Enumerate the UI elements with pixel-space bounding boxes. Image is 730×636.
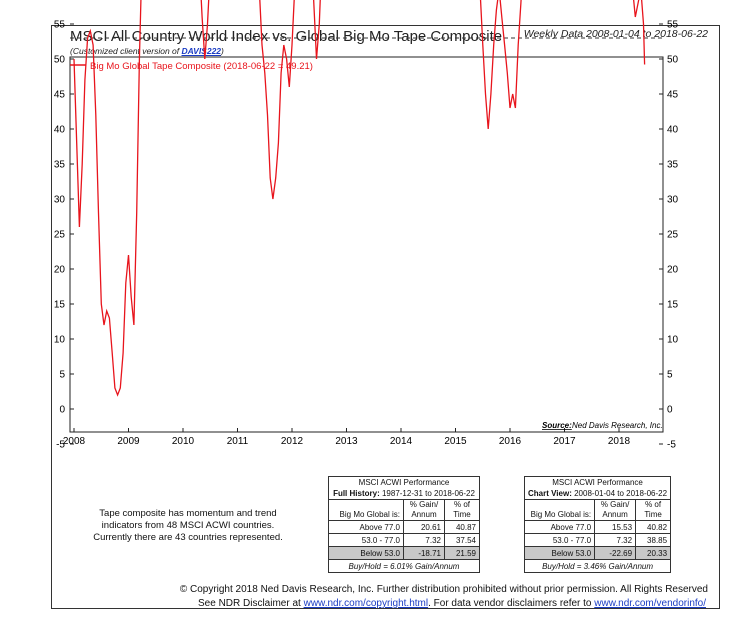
table-title: MSCI ACWI Performance Full History: 1987-… (328, 476, 480, 500)
table-row: 53.0 - 77.0 7.32 37.54 (328, 533, 480, 547)
x-axis: 2008 2009 2010 2011 2012 2013 2014 2015 2016 2017… (63, 428, 631, 447)
col-header-gain: % Gain/ Annum (403, 499, 445, 521)
col-header-label: Big Mo Global is: (523, 499, 596, 521)
y-tick-label: 40 (54, 125, 66, 136)
date-range: Weekly Data 2008-01-04 to 2018-06-22 (523, 28, 708, 40)
y-tick-label: 30 (54, 195, 66, 206)
vendor-info-link[interactable]: www.ndr.com/vendorinfo/ (594, 598, 706, 609)
table-footer: Buy/Hold = 6.01% Gain/Annum (328, 559, 480, 573)
y-tick-label: 35 (54, 160, 66, 171)
y-axis-left: 908580757065605550454035302520151050-5 (54, 20, 74, 451)
chart-frame (51, 25, 720, 609)
x-tick-label: 2011 (227, 436, 249, 447)
reference-lines (70, 37, 663, 39)
copyright-text: © Copyright 2018 Ned Davis Research, Inc… (179, 584, 708, 595)
y-tick-label: 0 (59, 405, 65, 416)
y-tick-label: -5 (667, 440, 676, 451)
y-axis-right: 908580757065605550454035302520151050-5 (659, 20, 679, 451)
table-row: Below 53.0 -18.71 21.59 (328, 546, 480, 560)
y-tick-label: 55 (667, 20, 679, 31)
x-tick-label: 2008 (63, 436, 86, 447)
x-tick-label: 2017 (553, 436, 576, 447)
y-tick-label: 45 (54, 90, 66, 101)
table-row: 53.0 - 77.0 7.32 38.85 (523, 533, 672, 547)
full-history-table: MSCI ACWI Performance Full History: 1987-… (328, 476, 480, 573)
source-value: Ned Davis Research, Inc. (572, 421, 663, 430)
chart-title: MSCI All Country World Index vs. Global … (70, 28, 503, 45)
col-header-gain: % Gain/ Annum (594, 499, 637, 521)
y-tick-label: 35 (667, 160, 679, 171)
view-range: 1987-12-31 to 2018-06-22 (381, 489, 475, 498)
view-label: Chart View: (528, 489, 572, 498)
y-tick-label: 25 (667, 230, 679, 241)
subtitle-suffix: ) (221, 46, 224, 56)
x-tick-label: 2015 (444, 436, 467, 447)
view-label: Full History: (333, 489, 380, 498)
plot-area (69, 56, 664, 433)
y-tick-label: 45 (667, 90, 679, 101)
col-header-time: % of Time (635, 499, 672, 521)
y-tick-label: 10 (54, 335, 66, 346)
x-tick-label: 2014 (390, 436, 413, 447)
x-tick-label: 2016 (499, 436, 522, 447)
y-tick-label: 20 (667, 265, 679, 276)
x-tick-label: 2013 (335, 436, 358, 447)
source-label: Source: (542, 421, 572, 430)
y-tick-label: 0 (667, 405, 673, 416)
y-tick-label: 5 (667, 370, 673, 381)
legend-label: Big Mo Global Tape Composite (2018-06-22… (90, 61, 313, 72)
table-footer: Buy/Hold = 3.46% Gain/Annum (523, 559, 672, 573)
x-tick-label: 2009 (117, 436, 140, 447)
y-tick-label: 5 (59, 370, 65, 381)
plot-border (69, 56, 664, 433)
y-tick-label: 50 (667, 55, 679, 66)
y-tick-label: 30 (667, 195, 679, 206)
view-range: 2008-01-04 to 2018-06-22 (574, 489, 668, 498)
copyright-link[interactable]: www.ndr.com/copyright.html (303, 598, 429, 609)
y-tick-label: 25 (54, 230, 66, 241)
x-tick-label: 2012 (281, 436, 304, 447)
legend: Big Mo Global Tape Composite (2018-06-22… (70, 61, 313, 72)
x-tick-label: 2018 (608, 436, 631, 447)
methodology-note: Tape composite has momentum and trend in… (93, 508, 283, 543)
table-row: Below 53.0 -22.69 20.33 (523, 546, 672, 560)
series-line-big-mo (73, 0, 646, 397)
subtitle-prefix: (Customized client version of (70, 46, 182, 56)
disclaimer-text: See NDR Disclaimer at www.ndr.com/copyri… (198, 598, 706, 609)
chart-subtitle: (Customized client version of DAVIS222) (70, 46, 224, 56)
table-title: MSCI ACWI Performance Chart View: 2008-01… (523, 476, 672, 500)
col-header-label: Big Mo Global is: (328, 499, 404, 521)
y-tick-label: 10 (667, 335, 679, 346)
y-tick-label: 55 (54, 20, 66, 31)
y-tick-label: 20 (54, 265, 66, 276)
col-header-time: % of Time (444, 499, 480, 521)
y-tick-label: 40 (667, 125, 679, 136)
table-row: Above 77.0 15.53 40.82 (523, 520, 672, 534)
davis222-link[interactable]: DAVIS222 (181, 46, 222, 56)
y-tick-label: 15 (667, 300, 679, 311)
x-tick-label: 2010 (172, 436, 195, 447)
table-row: Above 77.0 20.61 40.87 (328, 520, 480, 534)
y-tick-label: -5 (56, 440, 65, 451)
chart-view-table: MSCI ACWI Performance Chart View: 2008-01… (523, 476, 672, 573)
y-tick-label: 15 (54, 300, 66, 311)
y-tick-label: 50 (54, 55, 66, 66)
